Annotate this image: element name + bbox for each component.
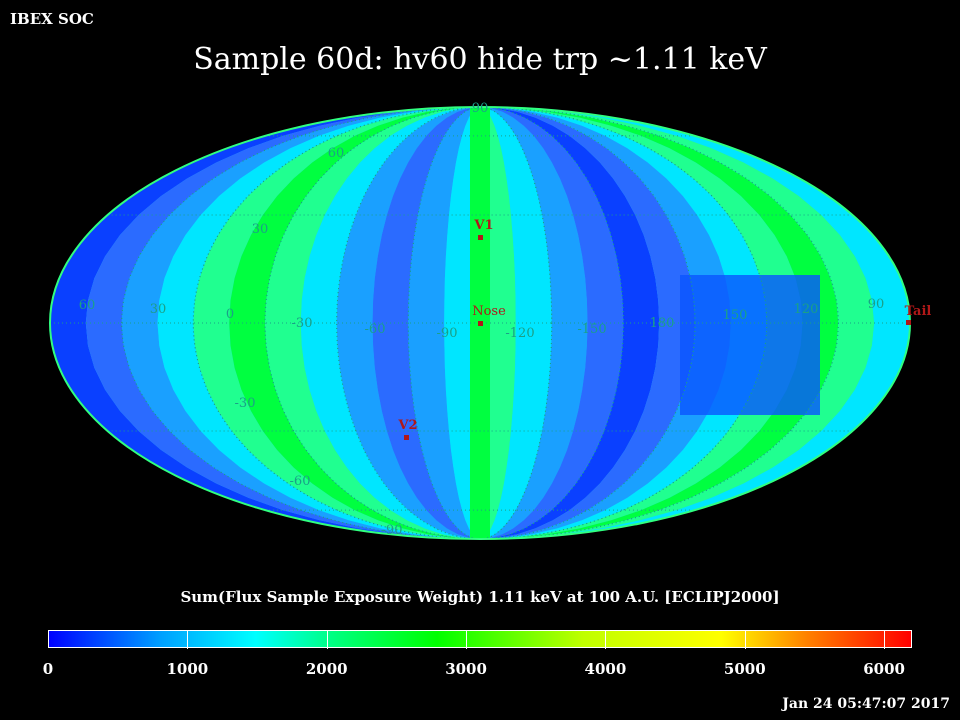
flux-strip xyxy=(372,107,480,539)
lon-label-60: 60 xyxy=(79,298,96,313)
lat-label-30: 30 xyxy=(252,222,269,237)
lon-label-90: 90 xyxy=(868,297,885,312)
colorbar-tick xyxy=(884,631,886,649)
colorbar-tick-label: 2000 xyxy=(305,660,348,678)
lon-label-150: 150 xyxy=(723,308,748,323)
lon-label-minus150: -150 xyxy=(577,322,606,337)
colorbar-tick xyxy=(744,631,746,649)
colorbar-tick-label: 0 xyxy=(42,660,54,678)
flux-strip xyxy=(408,107,480,539)
flux-strip xyxy=(480,107,552,539)
lat-label-minus30: -30 xyxy=(235,396,256,411)
nose-label: Nose xyxy=(472,304,506,319)
nose-marker xyxy=(478,321,483,326)
colorbar-tick xyxy=(326,631,328,649)
colorbar-tick-label: 4000 xyxy=(584,660,627,678)
v1-marker xyxy=(478,235,483,240)
v2-marker xyxy=(404,435,409,440)
lat-label-90: 90 xyxy=(472,101,489,116)
timestamp: Jan 24 05:47:07 2017 xyxy=(782,696,950,712)
lon-label-minus90: -90 xyxy=(437,326,458,341)
lon-label-minus30: -30 xyxy=(292,316,313,331)
colorbar-tick xyxy=(187,631,189,649)
colorbar xyxy=(48,630,912,649)
colorbar-title: Sum(Flux Sample Exposure Weight) 1.11 ke… xyxy=(180,588,780,606)
colorbar-tick-label: 6000 xyxy=(863,660,905,678)
longitude-line xyxy=(264,106,696,540)
lat-label-minus90: -90 xyxy=(382,523,403,538)
organization-label: IBEX SOC xyxy=(10,10,94,28)
map-title: Sample 60d: hv60 hide trp ~1.11 keV xyxy=(193,42,767,77)
tail-label: Tail xyxy=(905,304,932,319)
flux-strip xyxy=(300,107,480,539)
v2-label: V2 xyxy=(397,418,417,433)
low-flux-patch xyxy=(680,275,820,415)
lon-label-30: 30 xyxy=(150,302,167,317)
flux-strip xyxy=(265,107,480,539)
colorbar-tick xyxy=(605,631,607,649)
colorbar-tick-label: 3000 xyxy=(445,660,487,678)
lon-label-minus60: -60 xyxy=(365,322,386,337)
colorbar-tick-label: 5000 xyxy=(723,660,766,678)
tail-marker xyxy=(906,320,911,325)
longitude-line xyxy=(121,106,839,540)
flux-strip xyxy=(480,107,695,539)
flux-strip xyxy=(480,107,588,539)
lon-label-180: 180 xyxy=(650,316,675,331)
v1-label: V1 xyxy=(473,218,493,233)
lat-label-minus60: -60 xyxy=(290,474,311,489)
colorbar-tick xyxy=(466,631,468,649)
lon-label-minus120: -120 xyxy=(505,326,534,341)
lat-label-60: 60 xyxy=(328,146,345,161)
lon-label-0: 0 xyxy=(226,307,234,322)
flux-strip xyxy=(480,107,624,539)
lon-label-120: 120 xyxy=(794,302,819,317)
flux-strip xyxy=(480,107,660,539)
colorbar-tick-label: 1000 xyxy=(166,660,209,678)
